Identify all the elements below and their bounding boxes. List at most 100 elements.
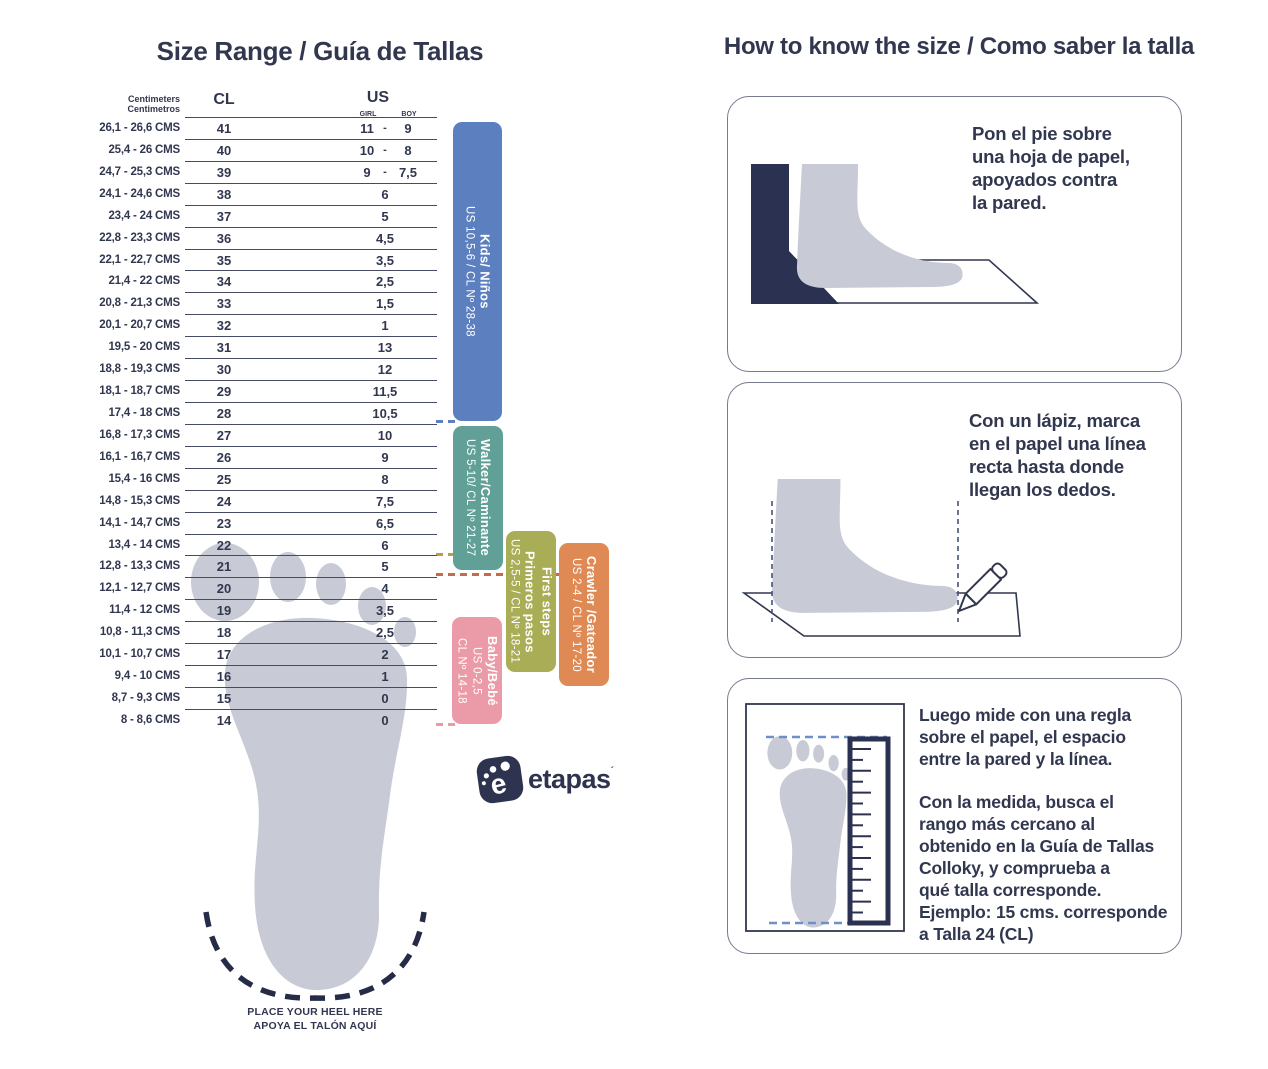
wall-shape bbox=[751, 164, 839, 304]
row-divider bbox=[185, 336, 437, 338]
cm-range: 24,7 - 25,3 CMS bbox=[99, 165, 180, 178]
cl-size: 18 bbox=[216, 625, 232, 641]
row-divider bbox=[185, 533, 437, 535]
cl-size: 35 bbox=[216, 252, 232, 268]
us-girl-value: 9 bbox=[363, 164, 371, 180]
table-row: 14,1 - 14,7 CMS 23 6,5 bbox=[95, 513, 437, 535]
row-divider bbox=[185, 577, 437, 579]
cl-size: 27 bbox=[216, 427, 232, 443]
cm-range: 25,4 - 26 CMS bbox=[108, 143, 180, 156]
cm-range: 21,4 - 22 CMS bbox=[108, 275, 180, 288]
table-row: 18,1 - 18,7 CMS 29 11,5 bbox=[95, 381, 437, 403]
row-divider bbox=[185, 555, 437, 557]
cl-size: 31 bbox=[216, 340, 232, 356]
cm-range: 16,8 - 17,3 CMS bbox=[99, 428, 180, 441]
cl-size: 38 bbox=[216, 186, 232, 202]
pencil-icon bbox=[958, 562, 1008, 612]
us-value: 2,5 bbox=[375, 274, 395, 290]
us-girl-value: 10 bbox=[359, 142, 375, 158]
row-divider bbox=[185, 423, 437, 425]
cl-size: 33 bbox=[216, 296, 232, 312]
us-value: 3,5 bbox=[375, 252, 395, 268]
cl-size: 36 bbox=[216, 230, 232, 246]
table-row: 10,8 - 11,3 CMS 18 2,5 bbox=[95, 622, 437, 645]
cm-range: 13,4 - 14 CMS bbox=[108, 538, 180, 551]
girl-subheader: GIRL bbox=[359, 111, 377, 118]
how-to-title: How to know the size / Como saber la tal… bbox=[723, 33, 1195, 60]
row-divider bbox=[185, 292, 437, 294]
cl-size: 37 bbox=[216, 208, 232, 224]
cm-range: 18,1 - 18,7 CMS bbox=[99, 385, 180, 398]
cm-header-en: Centimeters bbox=[127, 94, 180, 104]
us-value: 4,5 bbox=[375, 230, 395, 246]
cm-range: 20,1 - 20,7 CMS bbox=[99, 319, 180, 332]
band-walker: Walker/Caminante US 5-10/ CL Nº 21-27 bbox=[453, 426, 503, 570]
etapas-foot-icon: e bbox=[481, 761, 510, 801]
cm-range: 11,4 - 12 CMS bbox=[109, 604, 180, 617]
step2-illustration bbox=[741, 479, 1021, 637]
table-row: 9,4 - 10 CMS 16 1 bbox=[95, 666, 437, 688]
cm-range: 22,8 - 23,3 CMS bbox=[99, 231, 180, 244]
cm-range: 23,4 - 24 CMS bbox=[108, 209, 180, 222]
cm-range: 15,4 - 16 CMS bbox=[108, 472, 180, 485]
us-value: 6 bbox=[381, 537, 389, 553]
us-value: 11,5 bbox=[372, 384, 398, 400]
cm-range: 10,8 - 11,3 CMS bbox=[99, 626, 180, 639]
table-row: 8,7 - 9,3 CMS 15 0 bbox=[95, 688, 437, 710]
step1-box: Pon el pie sobre una hoja de papel, apoy… bbox=[727, 96, 1182, 372]
cl-size: 40 bbox=[216, 142, 232, 158]
step2-text: Con un lápiz, marca en el papel una líne… bbox=[969, 410, 1146, 500]
cl-size: 22 bbox=[216, 537, 232, 553]
table-row: 12,1 - 12,7 CMS 20 4 bbox=[95, 578, 437, 601]
table-row: 16,1 - 16,7 CMS 26 9 bbox=[95, 447, 437, 469]
cl-size: 14 bbox=[216, 712, 232, 728]
table-row: 22,1 - 22,7 CMS 35 3,5 bbox=[95, 250, 437, 272]
heel-note-es: APOYA EL TALÓN AQUÍ bbox=[253, 1019, 377, 1032]
step1-text: Pon el pie sobre una hoja de papel, apoy… bbox=[972, 123, 1130, 213]
table-row: 20,8 - 21,3 CMS 33 1,5 bbox=[95, 293, 437, 316]
us-value: 7,5 bbox=[375, 493, 395, 509]
step1-illustration bbox=[751, 164, 1040, 304]
table-row: 13,4 - 14 CMS 22 6 bbox=[95, 535, 437, 557]
table-row: 26,1 - 26,6 CMS 41 11- 9 bbox=[95, 118, 437, 140]
cl-size: 20 bbox=[216, 581, 232, 597]
cm-range: 20,8 - 21,3 CMS bbox=[99, 297, 180, 310]
table-row: 23,4 - 24 CMS 37 5 bbox=[95, 206, 437, 228]
us-value: 12 bbox=[377, 362, 393, 378]
cl-size: 24 bbox=[216, 493, 232, 509]
us-girl-value: 11 bbox=[360, 121, 374, 136]
row-divider bbox=[185, 160, 437, 162]
cm-range: 22,1 - 22,7 CMS bbox=[99, 253, 180, 266]
band-first-steps-label-en: First steps bbox=[539, 566, 555, 637]
row-divider bbox=[185, 686, 437, 688]
cl-size: 19 bbox=[216, 603, 232, 619]
us-value: 4 bbox=[381, 581, 389, 597]
crawler-boundary-dash bbox=[436, 573, 560, 576]
cm-range: 10,1 - 10,7 CMS bbox=[99, 648, 180, 661]
cm-range: 14,8 - 15,3 CMS bbox=[99, 494, 180, 507]
size-range-title: Size Range / Guía de Tallas bbox=[156, 36, 484, 66]
girl-boy-dash: - bbox=[383, 143, 387, 156]
row-divider bbox=[185, 248, 437, 250]
cl-size: 32 bbox=[216, 318, 232, 334]
table-row: 15,4 - 16 CMS 25 8 bbox=[95, 469, 437, 491]
band-baby-label: Baby/Bebé bbox=[484, 635, 500, 706]
us-value: 13 bbox=[377, 340, 393, 356]
table-row: 25,4 - 26 CMS 40 10- 8 bbox=[95, 140, 437, 162]
heel-note: PLACE YOUR HEEL HERE APOYA EL TALÓN AQUÍ bbox=[200, 1006, 430, 1033]
row-divider bbox=[185, 401, 437, 403]
us-value: 3,5 bbox=[375, 603, 395, 619]
us-value: 5 bbox=[381, 559, 389, 575]
step3-box: Luego mide con una regla sobre el papel,… bbox=[727, 678, 1182, 954]
foot-side-view bbox=[796, 164, 963, 288]
table-row: 11,4 - 12 CMS 19 3,5 bbox=[95, 600, 437, 623]
cm-range: 18,8 - 19,3 CMS bbox=[99, 363, 180, 376]
step2-box: Con un lápiz, marca en el papel una líne… bbox=[727, 382, 1182, 658]
header-divider bbox=[185, 117, 437, 119]
table-row: 19,5 - 20 CMS 31 13 bbox=[95, 337, 437, 360]
band-first-steps-range: US 2,5-5 / CL Nº 18-21 bbox=[508, 539, 521, 664]
us-value: 1 bbox=[381, 669, 389, 685]
cm-range: 12,1 - 12,7 CMS bbox=[99, 582, 180, 595]
cl-size: 39 bbox=[216, 164, 232, 180]
us-value: 2 bbox=[381, 647, 389, 663]
